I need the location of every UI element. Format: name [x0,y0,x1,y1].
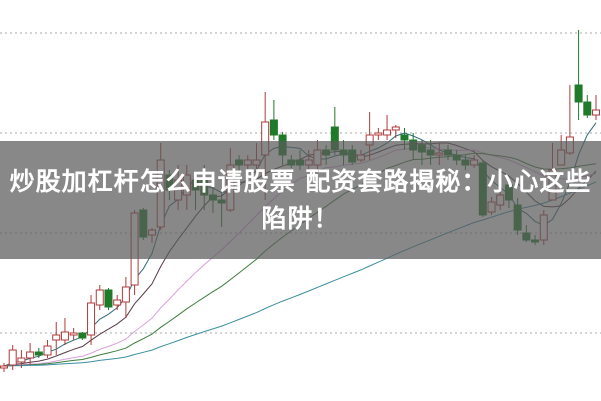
candle-up [121,286,130,303]
headline-line-2: 陷阱！ [261,204,340,233]
candle-up [43,345,52,356]
candle-up [52,334,61,341]
candle-up [391,126,400,131]
candle-up [383,129,392,136]
candle-down [269,119,278,136]
candle-up [8,349,17,366]
headline-line-1: 炒股加杠杆怎么申请股票 配资套路揭秘：小心这些 [9,167,592,196]
candle-down [583,101,592,116]
candle-down [104,289,113,308]
candle-up [0,365,8,369]
candle-down [78,332,87,339]
candle-up [592,109,600,116]
candle-up [113,299,122,306]
candle-down [34,351,43,356]
candle-down [574,84,583,103]
candle-up [374,132,383,136]
candle-up [69,332,78,336]
candle-down [400,134,409,141]
candle-up [17,357,26,363]
candle-up [87,302,96,336]
candle-up [60,331,69,341]
candle-up [26,351,35,359]
headline-banner: 炒股加杠杆怎么申请股票 配资套路揭秘：小心这些 陷阱！ [0,141,601,259]
candle-up [95,289,104,306]
